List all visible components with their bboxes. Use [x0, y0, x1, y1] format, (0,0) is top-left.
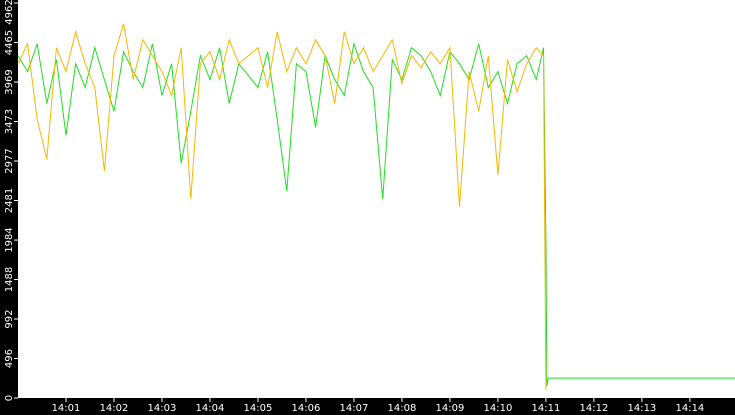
- y-tick-label: 0: [4, 395, 15, 401]
- x-tick-label: 14:07: [340, 403, 369, 414]
- y-tick-label: 4962: [4, 0, 15, 25]
- x-tick-label: 14:06: [292, 403, 321, 414]
- y-tick-label: 992: [4, 309, 15, 328]
- x-tick-label: 14:01: [52, 403, 81, 414]
- x-tick-label: 14:10: [484, 403, 513, 414]
- x-tick-label: 14:13: [627, 403, 656, 414]
- x-tick-label: 14:05: [244, 403, 273, 414]
- series-line: [17, 41, 735, 387]
- y-axis-bar: [0, 0, 18, 415]
- x-tick-label: 14:04: [196, 403, 225, 414]
- y-tick-label: 3969: [4, 69, 15, 94]
- y-tick-label: 2977: [4, 148, 15, 173]
- x-tick-label: 14:11: [531, 403, 560, 414]
- y-tick-label: 1488: [4, 267, 15, 292]
- x-axis-bar: [0, 398, 735, 415]
- x-tick-label: 14:03: [148, 403, 177, 414]
- x-tick-label: 14:12: [579, 403, 608, 414]
- series-line: [17, 23, 547, 391]
- x-tick-label: 14:09: [436, 403, 465, 414]
- y-tick-label: 1984: [4, 227, 15, 252]
- y-tick-label: 4465: [4, 30, 15, 55]
- y-tick-label: 496: [4, 349, 15, 368]
- x-tick-label: 14:08: [388, 403, 417, 414]
- y-tick-label: 2481: [4, 188, 15, 213]
- x-tick-label: 14:02: [100, 403, 129, 414]
- x-tick-label: 14:14: [675, 403, 704, 414]
- y-tick-label: 3473: [4, 109, 15, 134]
